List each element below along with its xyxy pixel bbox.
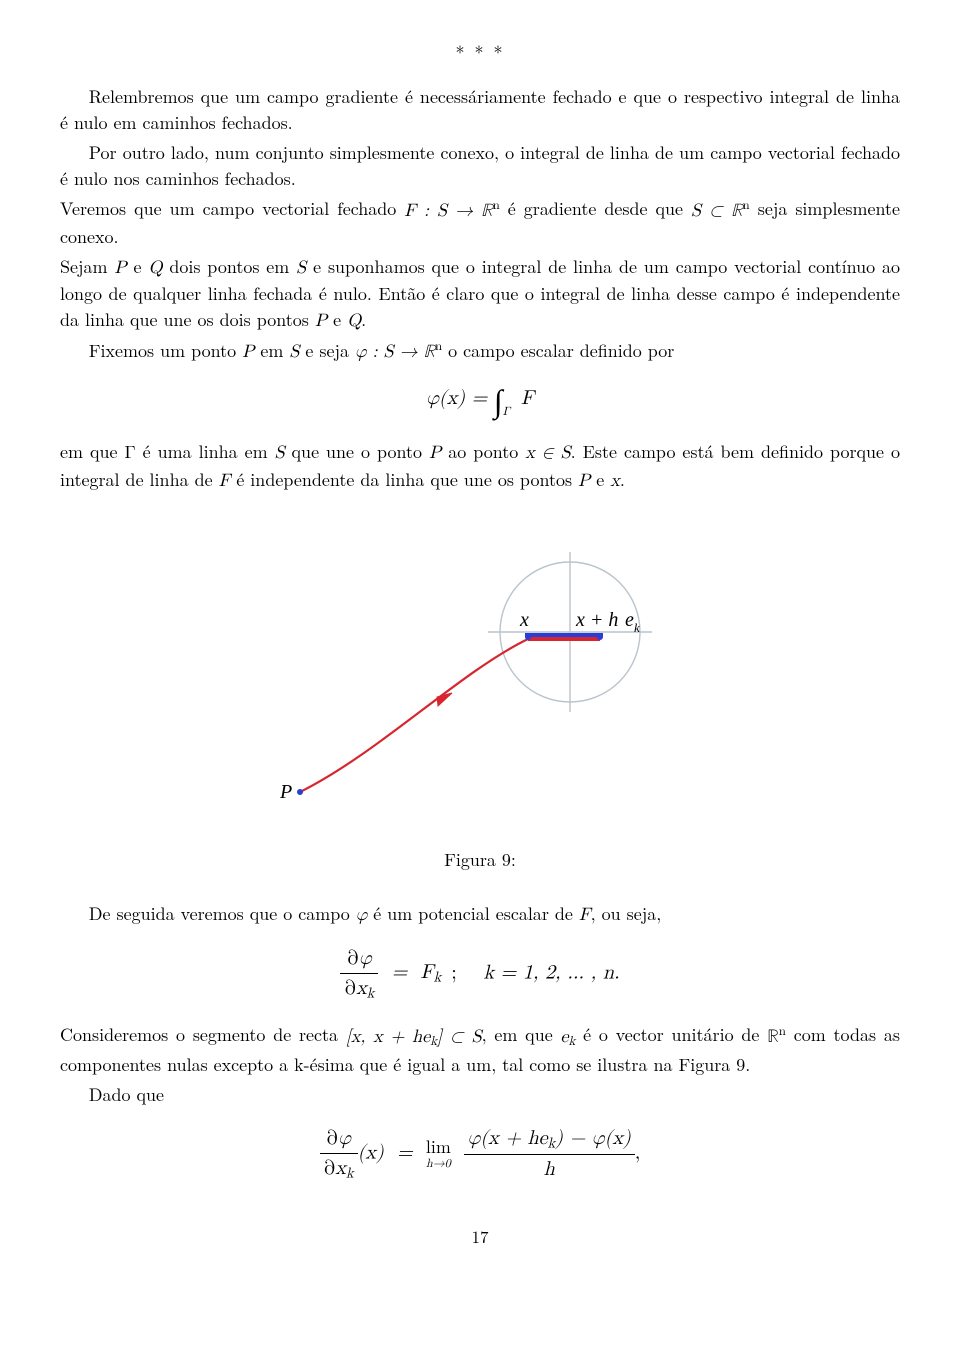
paragraph-2: Por outro lado, num conjunto simplesment… [60,140,900,192]
svg-text:k: k [634,620,640,635]
svg-text:e: e [625,609,634,631]
svg-text:x + h: x + h [575,609,618,631]
paragraph-6: em que Γ é uma linha em S que une o pont… [60,439,900,493]
equation-partial: ∂φ ∂xk = Fk ; k = 1, 2, … , n. [60,944,900,1004]
paragraph-7: De seguida veremos que o campo φ é um po… [60,901,900,928]
figure-9: Px x + h ek [60,522,900,829]
figure-9-svg: Px x + h ek [230,522,730,822]
equation-limit: ∂φ ∂xk (x) = limh→0 φ(x + hek) − φ(x) h … [60,1124,900,1184]
paragraph-4: Sejam P e Q dois pontos em S e suponhamo… [60,254,900,334]
page-number: 17 [60,1224,900,1249]
svg-text:P: P [279,781,292,803]
section-separator: * * * [60,40,900,66]
svg-text:x: x [519,609,529,631]
figure-9-caption: Figura 9: [60,847,900,873]
paragraph-9: Dado que [60,1082,900,1108]
paragraph-5: Fixemos um ponto P em S e seja φ : S → ℝ… [60,338,900,365]
paragraph-3: Veremos que um campo vectorial fechado F… [60,196,900,249]
paragraph-8: Consideremos o segmento de recta [x, x +… [60,1022,900,1077]
paragraph-1: Relembremos que um campo gradiente é nec… [60,84,900,136]
equation-phi-def: φ(x) = ∫Γ F [60,381,900,421]
